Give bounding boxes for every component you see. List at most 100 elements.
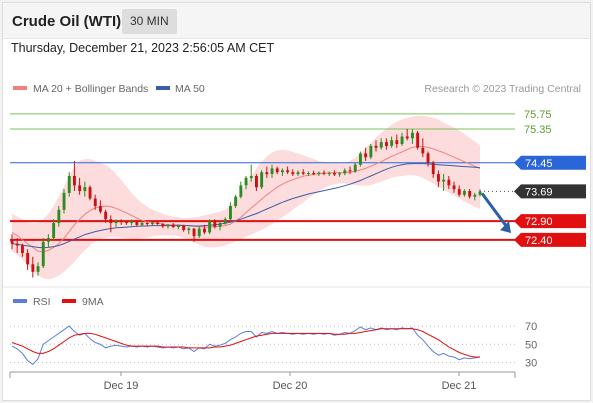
bollinger-band-area xyxy=(12,115,480,280)
rsi-gridlines: 70 50 30 xyxy=(10,321,537,369)
candle-body xyxy=(286,170,290,173)
candle xyxy=(166,224,170,229)
price-level-label: 75.35 xyxy=(524,124,552,136)
candlesticks xyxy=(10,128,482,278)
candle-body xyxy=(171,224,175,228)
candle xyxy=(307,171,310,176)
candle xyxy=(203,224,206,235)
candle-body xyxy=(364,153,368,158)
candle xyxy=(73,160,76,191)
candle-body xyxy=(223,219,227,223)
ma20-line xyxy=(11,146,481,253)
candle-body xyxy=(109,219,113,223)
candle-body xyxy=(468,191,472,197)
candle xyxy=(270,164,274,178)
candle xyxy=(244,175,248,190)
candle-body xyxy=(78,185,82,191)
candle xyxy=(171,222,175,228)
candle xyxy=(67,172,71,197)
candle-body xyxy=(249,176,253,178)
candle-body xyxy=(385,142,388,146)
candle xyxy=(400,132,404,146)
candle xyxy=(333,170,336,176)
time-axis-label: Dec 21 xyxy=(442,380,477,392)
candle-body xyxy=(327,173,331,174)
candle xyxy=(327,171,331,176)
price-level-label: 72.90 xyxy=(525,216,553,228)
time-axis-label: Dec 20 xyxy=(273,380,308,392)
candle-body xyxy=(317,172,321,175)
timeframe-badge[interactable]: 30 MIN xyxy=(122,9,177,34)
candle-body xyxy=(348,170,352,172)
candle-body xyxy=(291,172,295,175)
candle-body xyxy=(88,187,92,199)
candle-body xyxy=(447,179,451,186)
candle xyxy=(182,224,186,232)
candle xyxy=(10,234,14,250)
candle-body xyxy=(457,189,461,195)
rsi-legend-label: RSI xyxy=(33,296,51,308)
price-level-tag xyxy=(514,214,586,229)
ma20-legend-label: MA 20 + Bollinger Bands xyxy=(33,83,148,95)
candle xyxy=(301,169,305,176)
candle-body xyxy=(333,173,336,175)
candle xyxy=(192,227,196,242)
candle-body xyxy=(114,221,118,223)
candle xyxy=(317,171,321,176)
candle-body xyxy=(119,221,123,223)
rsi-line xyxy=(11,325,481,365)
candle-body xyxy=(182,225,186,231)
candle-body xyxy=(130,221,134,223)
candle xyxy=(213,219,217,229)
candle-body xyxy=(135,221,139,225)
candle xyxy=(57,206,61,227)
candle-body xyxy=(239,185,243,197)
candle-body xyxy=(83,187,87,191)
candle xyxy=(457,185,461,197)
price-level-label: 73.69 xyxy=(525,186,553,198)
candle xyxy=(395,134,399,148)
candle xyxy=(197,226,201,238)
candle xyxy=(239,181,243,199)
candle-body xyxy=(21,245,24,253)
candle-body xyxy=(390,140,394,146)
candle-body xyxy=(312,173,316,175)
candle-body xyxy=(125,221,128,223)
rsi-tick-label: 30 xyxy=(525,357,537,369)
ma50-legend-label: MA 50 xyxy=(175,83,205,95)
candle xyxy=(218,221,222,231)
candle-body xyxy=(369,145,373,158)
candle xyxy=(255,174,258,191)
candle-body xyxy=(93,198,97,206)
ma50-line xyxy=(11,163,481,249)
candle xyxy=(177,224,180,230)
candle xyxy=(437,170,440,188)
ma50-legend-swatch xyxy=(156,86,170,90)
candle xyxy=(416,130,420,150)
candle-body xyxy=(52,223,56,238)
candle xyxy=(36,262,40,276)
candle-body xyxy=(197,228,201,237)
candle xyxy=(249,164,253,182)
candle xyxy=(208,219,212,235)
moving-averages xyxy=(11,146,481,253)
time-axis: Dec 19 Dec 20 Dec 21 xyxy=(9,371,516,392)
candle-body xyxy=(229,206,232,220)
candle-body xyxy=(234,196,238,206)
candle-body xyxy=(452,185,456,190)
candle-body xyxy=(437,174,440,182)
price-level-label: 75.75 xyxy=(524,109,552,121)
candle xyxy=(405,128,409,141)
forecast-arrow-shaft xyxy=(480,192,509,228)
candle-body xyxy=(281,170,284,173)
candle xyxy=(130,219,134,226)
candle xyxy=(296,170,300,176)
candle-body xyxy=(265,172,269,175)
rsi-legend: RSI 9MA xyxy=(13,296,104,308)
top-legend: MA 20 + Bollinger Bands MA 50 Research ©… xyxy=(13,83,581,95)
candle xyxy=(114,219,118,227)
rsi-ma-line xyxy=(11,328,480,358)
candle-body xyxy=(343,170,347,174)
candle xyxy=(83,181,87,197)
candle xyxy=(119,219,123,225)
